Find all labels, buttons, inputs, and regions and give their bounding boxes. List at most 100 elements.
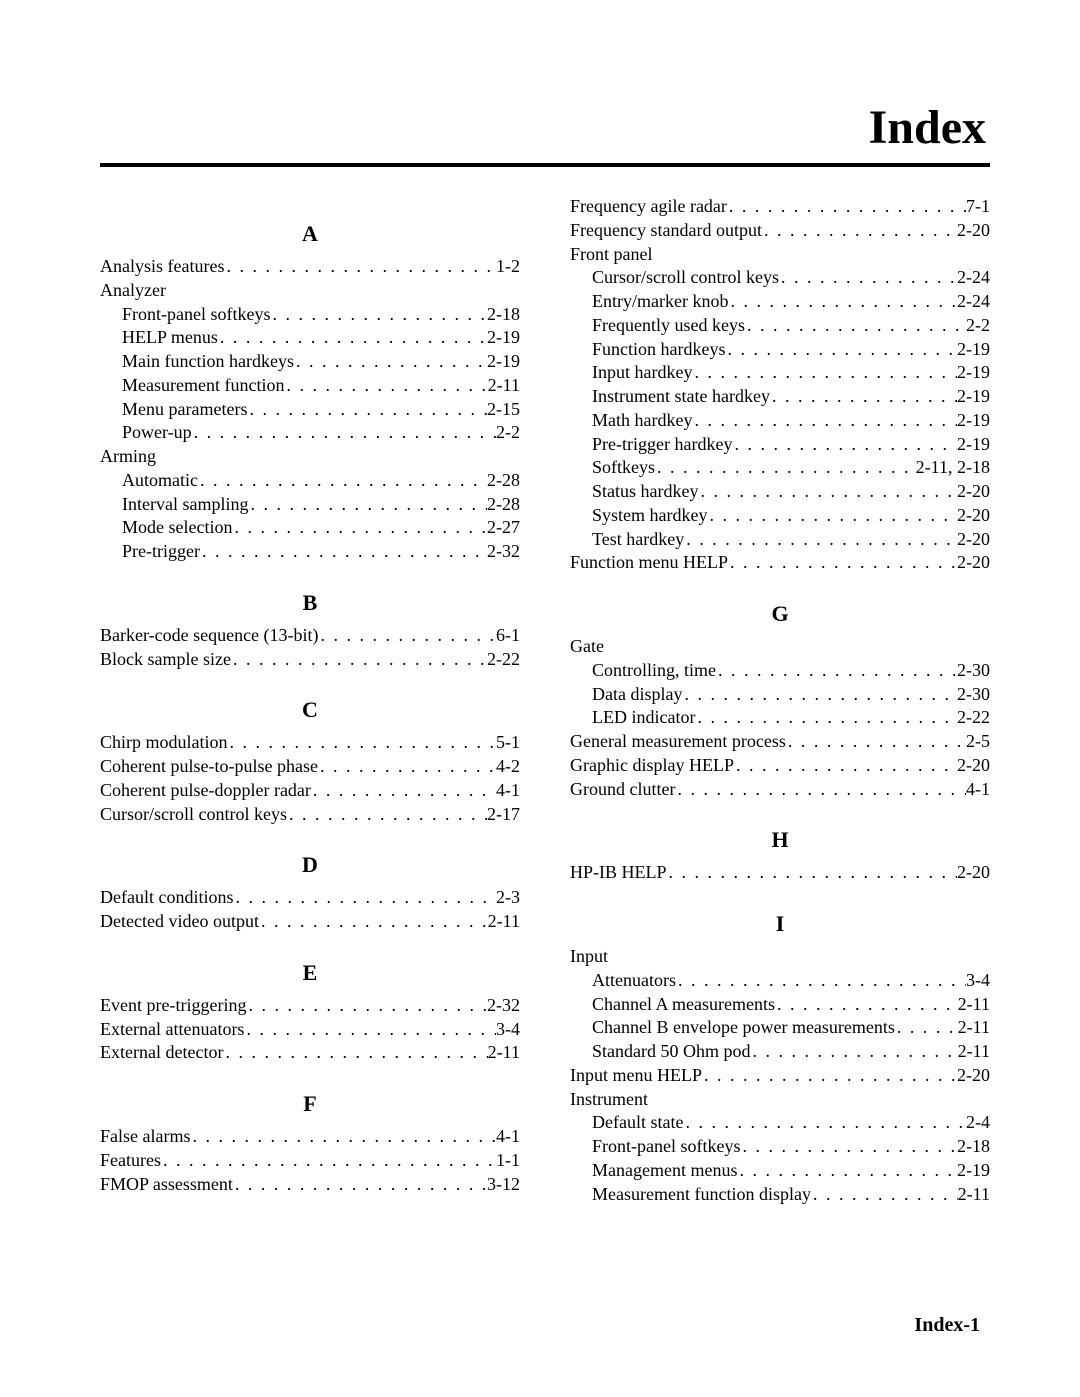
leader-dots	[228, 731, 497, 755]
leader-dots	[218, 326, 487, 350]
entry-page: 2-20	[957, 754, 990, 778]
leader-dots	[248, 493, 487, 517]
entry-page: 2-11	[958, 993, 990, 1017]
index-entry: Pre-trigger2-32	[100, 540, 520, 564]
index-entry: Cursor/scroll control keys2-24	[570, 266, 990, 290]
entry-page: 2-32	[487, 540, 520, 564]
entry-label: Input hardkey	[592, 361, 692, 385]
index-entry: Instrument	[570, 1088, 990, 1112]
entry-label: External detector	[100, 1041, 223, 1065]
entry-page: 2-19	[957, 1159, 990, 1183]
entry-label: Mode selection	[122, 516, 232, 540]
section-letter-g: G	[570, 601, 990, 627]
entry-label: Power-up	[122, 421, 192, 445]
entry-label: Menu parameters	[122, 398, 247, 422]
leader-dots	[732, 433, 957, 457]
leader-dots	[745, 314, 966, 338]
index-entry: Frequency standard output 2-20	[570, 219, 990, 243]
entry-page: 2-20	[957, 219, 990, 243]
section-letter-e: E	[100, 960, 520, 986]
entry-page: 3-4	[496, 1018, 520, 1042]
index-entry: Menu parameters2-15	[100, 398, 520, 422]
leader-dots	[233, 886, 496, 910]
entry-page: 2-20	[957, 504, 990, 528]
leader-dots	[684, 528, 957, 552]
entry-label: Default conditions	[100, 886, 233, 910]
entry-page: 3-12	[487, 1173, 520, 1197]
entry-label: Chirp modulation	[100, 731, 228, 755]
index-entry: Controlling, time2-30	[570, 659, 990, 683]
index-entry: LED indicator2-22	[570, 706, 990, 730]
entry-label: FMOP assessment	[100, 1173, 233, 1197]
entry-page: 2-19	[487, 326, 520, 350]
index-entry: Graphic display HELP2-20	[570, 754, 990, 778]
entry-page: 2-19	[957, 361, 990, 385]
entry-label: Frequently used keys	[592, 314, 745, 338]
entry-label: Detected video output	[100, 910, 259, 934]
title-rule	[100, 163, 990, 167]
index-entry: Power-up2-2	[100, 421, 520, 445]
index-entry: Math hardkey2-19	[570, 409, 990, 433]
entry-label: System hardkey	[592, 504, 707, 528]
index-entry: HP-IB HELP2-20	[570, 861, 990, 885]
index-entry: Data display 2-30	[570, 683, 990, 707]
entry-label: Data display	[592, 683, 682, 707]
leader-dots	[702, 1064, 957, 1088]
entry-label: Attenuators	[592, 969, 676, 993]
index-entry: Coherent pulse-to-pulse phase4-2	[100, 755, 520, 779]
index-entry: Mode selection2-27	[100, 516, 520, 540]
entry-page: 2-11	[488, 1041, 520, 1065]
entry-page: 2-20	[957, 480, 990, 504]
index-entry: Standard 50 Ohm pod2-11	[570, 1040, 990, 1064]
leader-dots	[190, 1125, 496, 1149]
index-entry: Function menu HELP2-20	[570, 551, 990, 575]
entry-label: Pre-trigger hardkey	[592, 433, 732, 457]
leader-dots	[692, 409, 957, 433]
entry-page: 2-19	[487, 350, 520, 374]
section-letter-d: D	[100, 852, 520, 878]
index-entry: Frequency agile radar7-1	[570, 195, 990, 219]
leader-dots	[762, 219, 957, 243]
leader-dots	[247, 398, 487, 422]
section-letter-f: F	[100, 1091, 520, 1117]
entry-page: 2-22	[487, 648, 520, 672]
index-entry: Arming	[100, 445, 520, 469]
entry-label: Management menus	[592, 1159, 737, 1183]
entry-page: 2-11	[958, 1183, 990, 1207]
entry-label: Main function hardkeys	[122, 350, 294, 374]
leader-dots	[692, 361, 957, 385]
entry-label: Softkeys	[592, 456, 655, 480]
leader-dots	[319, 624, 496, 648]
entry-label: Cursor/scroll control keys	[100, 803, 287, 827]
page-footer: Index-1	[914, 1314, 980, 1337]
index-entry: Block sample size 2-22	[100, 648, 520, 672]
entry-label: Block sample size	[100, 648, 231, 672]
index-entry: Event pre-triggering2-32	[100, 994, 520, 1018]
index-entry: Features1-1	[100, 1149, 520, 1173]
index-entry: HELP menus2-19	[100, 326, 520, 350]
index-entry: General measurement process2-5	[570, 730, 990, 754]
entry-label: Front-panel softkeys	[592, 1135, 740, 1159]
index-entry: Softkeys2-11, 2-18	[570, 456, 990, 480]
leader-dots	[750, 1040, 957, 1064]
leader-dots	[737, 1159, 957, 1183]
leader-dots	[311, 779, 496, 803]
leader-dots	[675, 778, 966, 802]
entry-label: Input menu HELP	[570, 1064, 702, 1088]
leader-dots	[725, 338, 957, 362]
entry-page: 5-1	[496, 731, 520, 755]
entry-label: Front-panel softkeys	[122, 303, 270, 327]
leader-dots	[259, 910, 488, 934]
leader-dots	[716, 659, 957, 683]
leader-dots	[192, 421, 496, 445]
entry-label: Ground clutter	[570, 778, 675, 802]
entry-label: Frequency standard output	[570, 219, 762, 243]
entry-label: Features	[100, 1149, 161, 1173]
index-entry: Channel B envelope power measurements2-1…	[570, 1016, 990, 1040]
entry-label: Analysis features	[100, 255, 224, 279]
entry-page: 2-19	[957, 385, 990, 409]
entry-page: 2-30	[957, 683, 990, 707]
leader-dots	[698, 480, 957, 504]
index-entry: Instrument state hardkey2-19	[570, 385, 990, 409]
index-entry: Input	[570, 945, 990, 969]
